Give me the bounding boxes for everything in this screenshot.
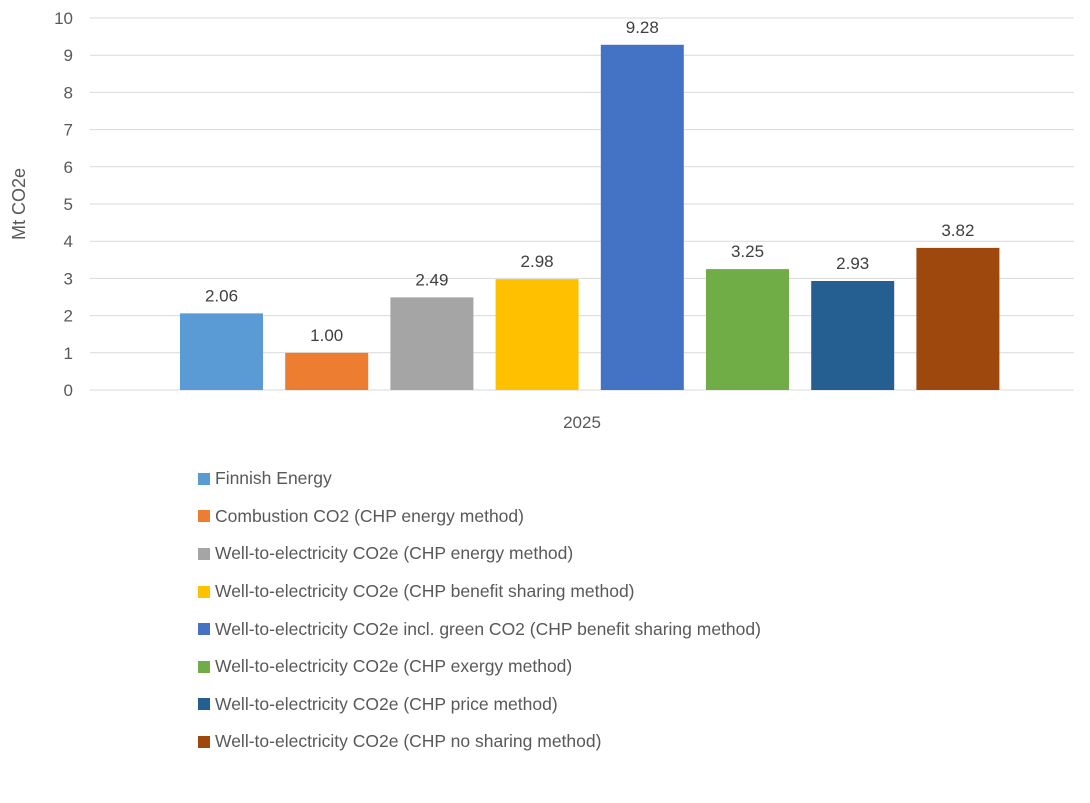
y-tick-label: 2 — [64, 307, 73, 326]
data-label-2: 1.00 — [310, 326, 343, 345]
legend-swatch — [198, 698, 210, 711]
legend-label: Well-to-electricity CO2e (CHP price meth… — [215, 693, 558, 714]
legend-swatch — [198, 585, 210, 598]
legend-item: Well-to-electricity CO2e incl. green CO2… — [198, 610, 761, 648]
bar-5 — [600, 44, 684, 391]
y-tick-label: 5 — [64, 195, 73, 214]
bar-6 — [706, 269, 789, 390]
legend-swatch — [198, 660, 210, 673]
bars — [180, 44, 1000, 391]
legend-label: Combustion CO2 (CHP energy method) — [215, 505, 524, 526]
y-tick-label: 7 — [64, 121, 73, 140]
bar-3 — [390, 297, 474, 390]
data-label-3: 2.49 — [415, 270, 448, 289]
legend-label: Well-to-electricity CO2e incl. green CO2… — [215, 618, 761, 639]
legend-label: Finnish Energy — [215, 468, 332, 489]
bar-1 — [180, 313, 263, 390]
data-label-7: 2.93 — [836, 254, 869, 273]
y-axis-ticks: 0 1 2 3 4 5 6 7 8 9 10 — [54, 9, 73, 400]
data-labels: 2.06 1.00 2.49 2.98 9.28 3.25 2.93 3.82 — [205, 18, 974, 345]
y-tick-label: 3 — [64, 269, 73, 288]
y-tick-label: 0 — [64, 381, 73, 400]
y-tick-label: 9 — [64, 46, 73, 65]
data-label-4: 2.98 — [521, 252, 554, 271]
legend-swatch — [198, 547, 210, 560]
legend-item: Finnish Energy — [198, 460, 761, 498]
legend-item: Combustion CO2 (CHP energy method) — [198, 498, 761, 536]
legend-label: Well-to-electricity CO2e (CHP energy met… — [215, 543, 574, 564]
x-axis-ticks: 2025 — [563, 413, 601, 432]
legend-item: Well-to-electricity CO2e (CHP energy met… — [198, 535, 761, 573]
bar-8 — [916, 247, 1000, 390]
legend-label: Well-to-electricity CO2e (CHP benefit sh… — [215, 581, 635, 602]
legend-swatch — [198, 623, 210, 636]
data-label-5: 9.28 — [626, 18, 659, 37]
data-label-8: 3.82 — [941, 221, 974, 240]
bar-2 — [285, 352, 369, 390]
data-label-6: 3.25 — [731, 242, 764, 261]
legend-swatch — [198, 735, 210, 748]
legend-item: Well-to-electricity CO2e (CHP no sharing… — [198, 723, 761, 761]
bar-chart: 0 1 2 3 4 5 6 7 8 9 10 Mt CO2e 2.06 1.00 2.49 2.98 9.2… — [9, 9, 1074, 432]
legend-label: Well-to-electricity CO2e (CHP exergy met… — [215, 656, 573, 677]
data-label-1: 2.06 — [205, 286, 238, 305]
x-tick-label: 2025 — [563, 413, 601, 432]
legend-swatch — [198, 510, 210, 523]
y-tick-label: 1 — [64, 344, 73, 363]
legend-item: Well-to-electricity CO2e (CHP exergy met… — [198, 648, 761, 686]
y-tick-label: 10 — [54, 9, 73, 28]
legend-label: Well-to-electricity CO2e (CHP no sharing… — [215, 731, 602, 752]
bar-4 — [495, 279, 579, 390]
legend-item: Well-to-electricity CO2e (CHP price meth… — [198, 686, 761, 724]
y-tick-label: 6 — [64, 158, 73, 177]
y-tick-label: 4 — [64, 232, 73, 251]
legend: Finnish Energy Combustion CO2 (CHP energy… — [198, 460, 761, 761]
legend-item: Well-to-electricity CO2e (CHP benefit sh… — [198, 573, 761, 611]
legend-swatch — [198, 472, 210, 485]
bar-7 — [811, 281, 895, 390]
y-tick-label: 8 — [64, 83, 73, 102]
y-axis-title: Mt CO2e — [9, 168, 29, 240]
